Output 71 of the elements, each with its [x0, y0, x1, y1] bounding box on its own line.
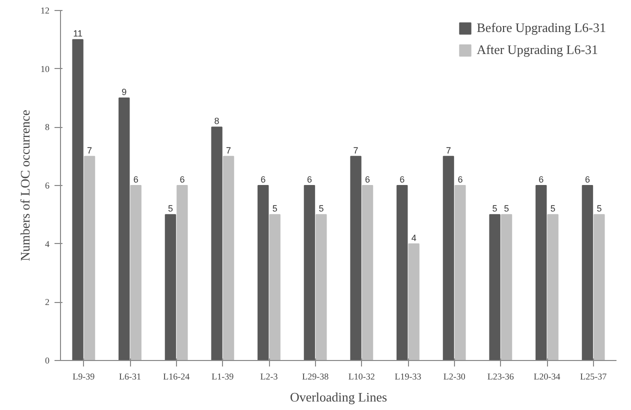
- data-label: 6: [458, 174, 463, 184]
- bar: [72, 39, 84, 360]
- x-tick-label: L10-32: [348, 372, 375, 382]
- bar: [594, 214, 605, 360]
- data-label: 7: [87, 145, 92, 156]
- bar: [258, 185, 269, 360]
- bar: [316, 214, 327, 360]
- x-tick-label: L25-37: [580, 372, 608, 382]
- x-tick-label: L1-39: [212, 372, 234, 382]
- y-tick-label: 8: [45, 122, 50, 132]
- y-tick-label: 4: [45, 238, 50, 249]
- bar: [454, 185, 466, 360]
- data-label: 6: [365, 174, 370, 184]
- data-label: 5: [550, 204, 556, 214]
- x-tick-label: L20-34: [534, 372, 561, 382]
- bar: [269, 214, 280, 360]
- data-label: 6: [538, 174, 544, 184]
- y-axis-title: Numbers of LOC occurrence: [18, 110, 32, 262]
- data-label: 5: [318, 204, 324, 214]
- y-tick-label: 10: [40, 64, 50, 74]
- data-label: 6: [260, 174, 266, 184]
- data-label: 9: [122, 87, 127, 97]
- data-label: 6: [306, 174, 312, 184]
- bar: [489, 214, 500, 360]
- x-tick-label: L2-3: [260, 372, 278, 382]
- data-label: 7: [226, 145, 232, 156]
- data-label: 6: [133, 174, 138, 184]
- bar: [442, 156, 454, 360]
- legend-label: After Upgrading L6-31: [476, 42, 598, 58]
- x-tick-label: L23-36: [487, 372, 514, 382]
- y-tick-label: 0: [45, 356, 50, 366]
- bar: [211, 126, 222, 360]
- data-label: 6: [180, 174, 185, 184]
- bar: [396, 185, 408, 360]
- x-tick-label: L16-24: [163, 372, 190, 382]
- x-tick-label: L19-33: [394, 372, 422, 382]
- data-label: 5: [168, 204, 173, 214]
- bar: [176, 185, 188, 360]
- data-label: 6: [584, 174, 590, 184]
- bar: [118, 98, 130, 360]
- data-label: 5: [492, 204, 498, 214]
- bar: [582, 185, 594, 360]
- bar: [84, 156, 96, 360]
- bar: [130, 185, 142, 360]
- bar: [362, 185, 374, 360]
- data-label: 4: [411, 232, 416, 243]
- bar: [222, 156, 234, 360]
- legend-label: Before Upgrading L6-31: [476, 20, 606, 36]
- x-tick-label: L9-39: [72, 372, 96, 382]
- data-label: 5: [272, 204, 278, 214]
- data-label: 7: [353, 145, 358, 156]
- data-label: 6: [400, 174, 405, 184]
- bar: [408, 243, 420, 360]
- x-tick-label: L2-30: [443, 372, 466, 382]
- data-label: 5: [596, 204, 602, 214]
- bar: [350, 156, 362, 360]
- y-tick-label: 12: [40, 6, 50, 16]
- bar: [547, 214, 558, 360]
- x-tick-label: L6-31: [119, 372, 142, 382]
- data-label: 7: [446, 145, 451, 156]
- data-label: 5: [504, 204, 510, 214]
- bar: [304, 185, 316, 360]
- x-axis-title: Overloading Lines: [290, 390, 388, 404]
- bar: [500, 214, 512, 360]
- data-label: 8: [214, 116, 220, 126]
- x-tick-label: L29-38: [302, 372, 330, 382]
- y-tick-label: 2: [45, 297, 50, 308]
- y-tick-label: 6: [45, 180, 50, 190]
- data-label: 11: [73, 28, 82, 39]
- bar: [536, 185, 547, 360]
- bar: [164, 214, 176, 360]
